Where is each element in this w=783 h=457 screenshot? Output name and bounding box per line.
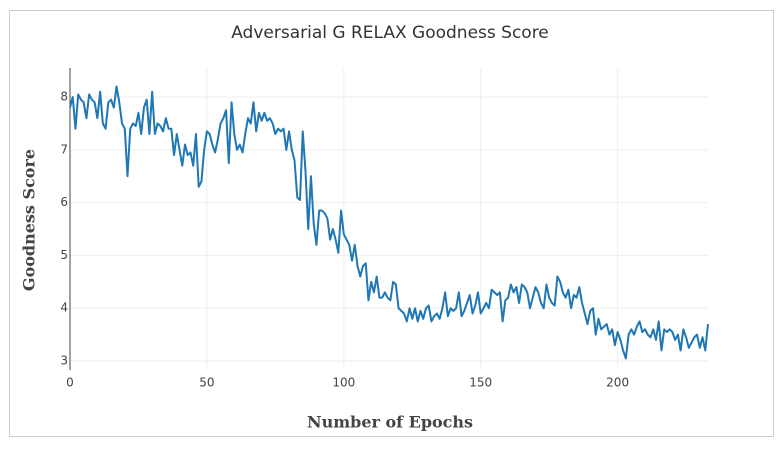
x-tick-label: 50 — [199, 376, 214, 390]
y-tick-label: 3 — [60, 354, 68, 368]
x-tick-label: 100 — [332, 376, 355, 390]
chart-title: Adversarial G RELAX Goodness Score — [231, 23, 549, 43]
y-tick-label: 5 — [60, 248, 68, 262]
x-axis-label: Number of Epochs — [307, 413, 473, 432]
y-tick-label: 7 — [60, 142, 68, 156]
x-tick-label: 200 — [606, 376, 629, 390]
y-tick-label: 8 — [60, 90, 68, 104]
y-tick-label: 4 — [60, 301, 68, 315]
chart-frame — [9, 10, 774, 437]
y-axis-label: Goodness Score — [20, 149, 39, 291]
x-tick-label: 0 — [66, 376, 74, 390]
y-tick-label: 6 — [60, 195, 68, 209]
line-series — [69, 85, 709, 360]
x-tick-label: 150 — [469, 376, 492, 390]
